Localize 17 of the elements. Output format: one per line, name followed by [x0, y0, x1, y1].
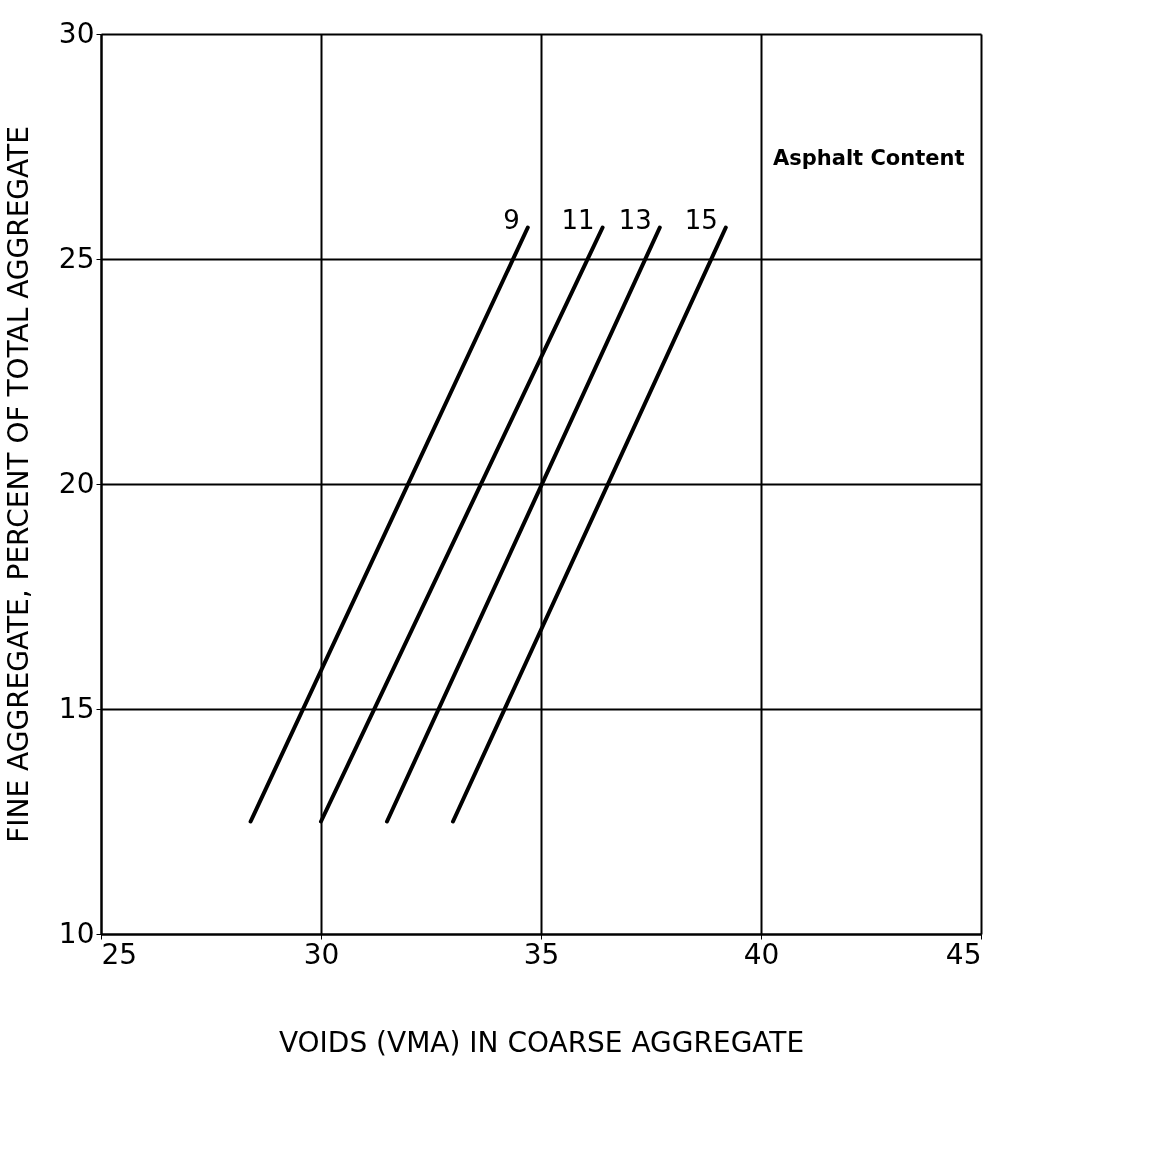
- y-axis-title: FINE AGGREGATE, PERCENT OF TOTAL AGGREGATE: [1, 126, 35, 843]
- series-label: 9: [503, 204, 520, 235]
- x-tick-label: 35: [523, 937, 560, 971]
- series-label: 13: [618, 204, 652, 235]
- annotation: Asphalt Content: [773, 146, 965, 170]
- x-tick-label: 40: [743, 937, 780, 971]
- y-tick-label: 30: [58, 16, 95, 50]
- x-tick-label: 30: [303, 937, 340, 971]
- y-tick-label: 10: [58, 916, 95, 950]
- y-tick-label: 20: [58, 466, 95, 500]
- y-tick-label: 25: [58, 241, 95, 275]
- y-tick-label: 15: [58, 691, 95, 725]
- x-tick-label: 45: [945, 937, 982, 971]
- series-label: 11: [561, 204, 595, 235]
- x-axis-title: VOIDS (VMA) IN COARSE AGGREGATE: [278, 1025, 805, 1059]
- series-label: 15: [684, 204, 718, 235]
- x-tick-label: 25: [101, 937, 138, 971]
